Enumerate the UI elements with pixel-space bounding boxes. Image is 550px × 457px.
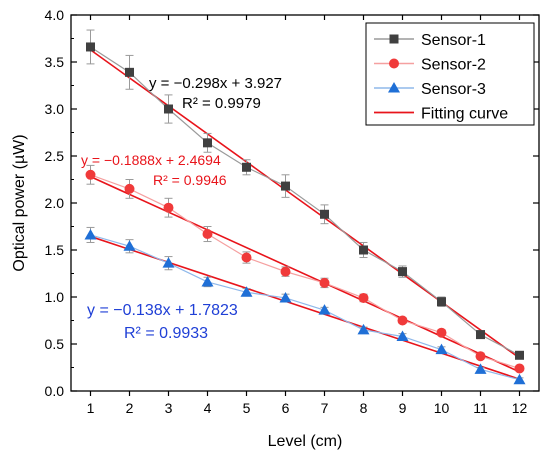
series-3 [84, 226, 526, 385]
data-point [436, 327, 447, 338]
legend-marker [388, 82, 400, 93]
legend-marker [389, 34, 399, 44]
y-tick-label: 3.5 [45, 54, 65, 70]
data-point [201, 275, 214, 287]
data-point [513, 373, 526, 385]
y-tick-label: 2.0 [45, 195, 65, 211]
x-tick-label: 7 [321, 400, 329, 416]
x-tick-label: 5 [243, 400, 251, 416]
legend-label: Sensor-3 [421, 81, 486, 98]
y-tick-label: 1.0 [45, 289, 65, 305]
data-series [84, 29, 526, 385]
data-point [240, 286, 253, 297]
fit-annotations: y = −0.298x + 3.927 R² = 0.9979 y = −0.188… [81, 75, 282, 342]
data-point [476, 330, 485, 340]
legend: Sensor-1 Sensor-2 Sensor-3 Fitting curve [365, 22, 535, 126]
data-point [84, 228, 97, 240]
x-tick-label: 6 [282, 400, 290, 416]
data-point [163, 202, 174, 213]
data-point [85, 169, 96, 180]
fit-r2-1: R² = 0.9979 [182, 95, 261, 112]
x-tick-label: 11 [473, 400, 488, 416]
x-tick-label: 2 [126, 400, 134, 416]
fit-equation-1: y = −0.298x + 3.927 [149, 75, 282, 92]
y-tick-label: 0.0 [45, 383, 65, 399]
legend-item-1: Sensor-1 [374, 32, 486, 49]
y-tick-label: 0.5 [45, 336, 65, 352]
fit-line-2 [90, 175, 520, 373]
data-point [125, 67, 134, 77]
series-2 [85, 164, 525, 374]
y-tick-label: 2.5 [45, 148, 65, 164]
data-point [202, 229, 213, 240]
data-point [320, 209, 329, 219]
data-point [398, 267, 407, 277]
data-point [435, 343, 448, 355]
data-point [164, 104, 173, 114]
legend-item-4: Fitting curve [374, 106, 508, 123]
fit-equation-3: y = −0.138x + 1.7823 [87, 302, 238, 319]
legend-label: Fitting curve [421, 106, 508, 123]
data-point [358, 292, 369, 303]
y-tick-label: 3.0 [45, 101, 65, 117]
data-point [162, 257, 175, 268]
data-point [318, 304, 331, 315]
x-tick-label: 4 [204, 400, 212, 416]
legend-label: Sensor-1 [421, 32, 486, 49]
series-1 [86, 29, 524, 360]
data-point [281, 181, 290, 191]
x-tick-label: 10 [434, 400, 450, 416]
legend-label: Sensor-2 [421, 57, 486, 74]
data-point [474, 363, 487, 374]
data-point [123, 240, 136, 251]
data-point [279, 291, 292, 303]
series-line [90, 174, 520, 370]
series-line [90, 234, 520, 381]
x-axis-label: Level (cm) [268, 433, 343, 450]
data-point [475, 351, 486, 362]
x-tick-label: 8 [360, 400, 368, 416]
data-point [359, 245, 368, 255]
data-point [241, 252, 252, 263]
data-point [242, 162, 251, 172]
legend-item-3: Sensor-3 [374, 81, 486, 98]
data-point [203, 138, 212, 148]
data-point [280, 266, 291, 277]
data-point [357, 323, 370, 335]
data-point [319, 277, 330, 288]
data-point [86, 42, 95, 52]
x-tick-label: 9 [399, 400, 407, 416]
legend-item-2: Sensor-2 [374, 57, 486, 74]
data-point [437, 297, 446, 307]
y-tick-label: 4.0 [45, 7, 65, 23]
fit-r2-3: R² = 0.9933 [124, 325, 208, 342]
data-point [124, 183, 135, 194]
data-point [397, 315, 408, 326]
x-tick-label: 12 [512, 400, 528, 416]
series-line [90, 46, 520, 356]
data-point [515, 350, 524, 360]
y-axis-label: Optical power (µW) [11, 134, 28, 271]
axis-ticks: 0.00.51.01.52.02.53.03.54.01 2 3 4 5 6 7 8 9 10 11… [45, 7, 539, 416]
x-tick-label: 1 [87, 400, 95, 416]
fit-r2-2: R² = 0.9946 [153, 172, 227, 188]
fit-equation-2: y = −0.1888x + 2.4694 [81, 152, 221, 168]
data-point [514, 363, 525, 374]
x-tick-label: 3 [165, 400, 173, 416]
y-tick-label: 1.5 [45, 242, 65, 258]
data-point [396, 330, 409, 341]
legend-marker [389, 58, 399, 69]
